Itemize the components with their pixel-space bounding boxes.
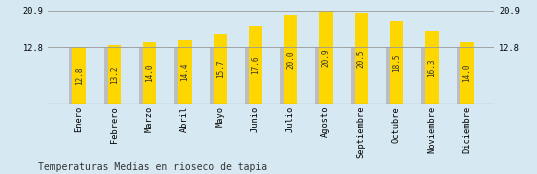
Bar bbox=[214, 34, 227, 104]
Bar bbox=[178, 40, 192, 104]
Bar bbox=[460, 42, 474, 104]
Bar bbox=[315, 47, 323, 104]
Text: 13.2: 13.2 bbox=[110, 66, 119, 84]
Bar bbox=[143, 42, 156, 104]
Text: 12.8: 12.8 bbox=[75, 66, 84, 85]
Bar bbox=[72, 47, 86, 104]
Bar bbox=[456, 47, 465, 104]
Text: Temperaturas Medias en rioseco de tapia: Temperaturas Medias en rioseco de tapia bbox=[38, 162, 267, 172]
Bar bbox=[104, 47, 112, 104]
Bar bbox=[284, 15, 297, 104]
Text: 20.5: 20.5 bbox=[357, 49, 366, 68]
Bar bbox=[69, 47, 76, 104]
Bar bbox=[249, 26, 262, 104]
Bar bbox=[386, 47, 394, 104]
Bar bbox=[209, 47, 217, 104]
Bar bbox=[139, 47, 147, 104]
Bar bbox=[354, 13, 368, 104]
Bar bbox=[245, 47, 253, 104]
Text: 14.0: 14.0 bbox=[145, 64, 154, 82]
Text: 20.9: 20.9 bbox=[322, 48, 330, 67]
Bar bbox=[390, 21, 403, 104]
Text: 14.4: 14.4 bbox=[180, 63, 190, 81]
Text: 20.0: 20.0 bbox=[286, 50, 295, 69]
Bar bbox=[351, 47, 359, 104]
Bar bbox=[280, 47, 288, 104]
Bar bbox=[320, 11, 333, 104]
Bar bbox=[175, 47, 182, 104]
Bar bbox=[421, 47, 429, 104]
Bar bbox=[425, 31, 439, 104]
Text: 15.7: 15.7 bbox=[216, 60, 224, 78]
Text: 14.0: 14.0 bbox=[462, 64, 471, 82]
Text: 17.6: 17.6 bbox=[251, 56, 260, 74]
Text: 16.3: 16.3 bbox=[427, 59, 436, 77]
Bar bbox=[108, 45, 121, 104]
Text: 18.5: 18.5 bbox=[392, 54, 401, 72]
